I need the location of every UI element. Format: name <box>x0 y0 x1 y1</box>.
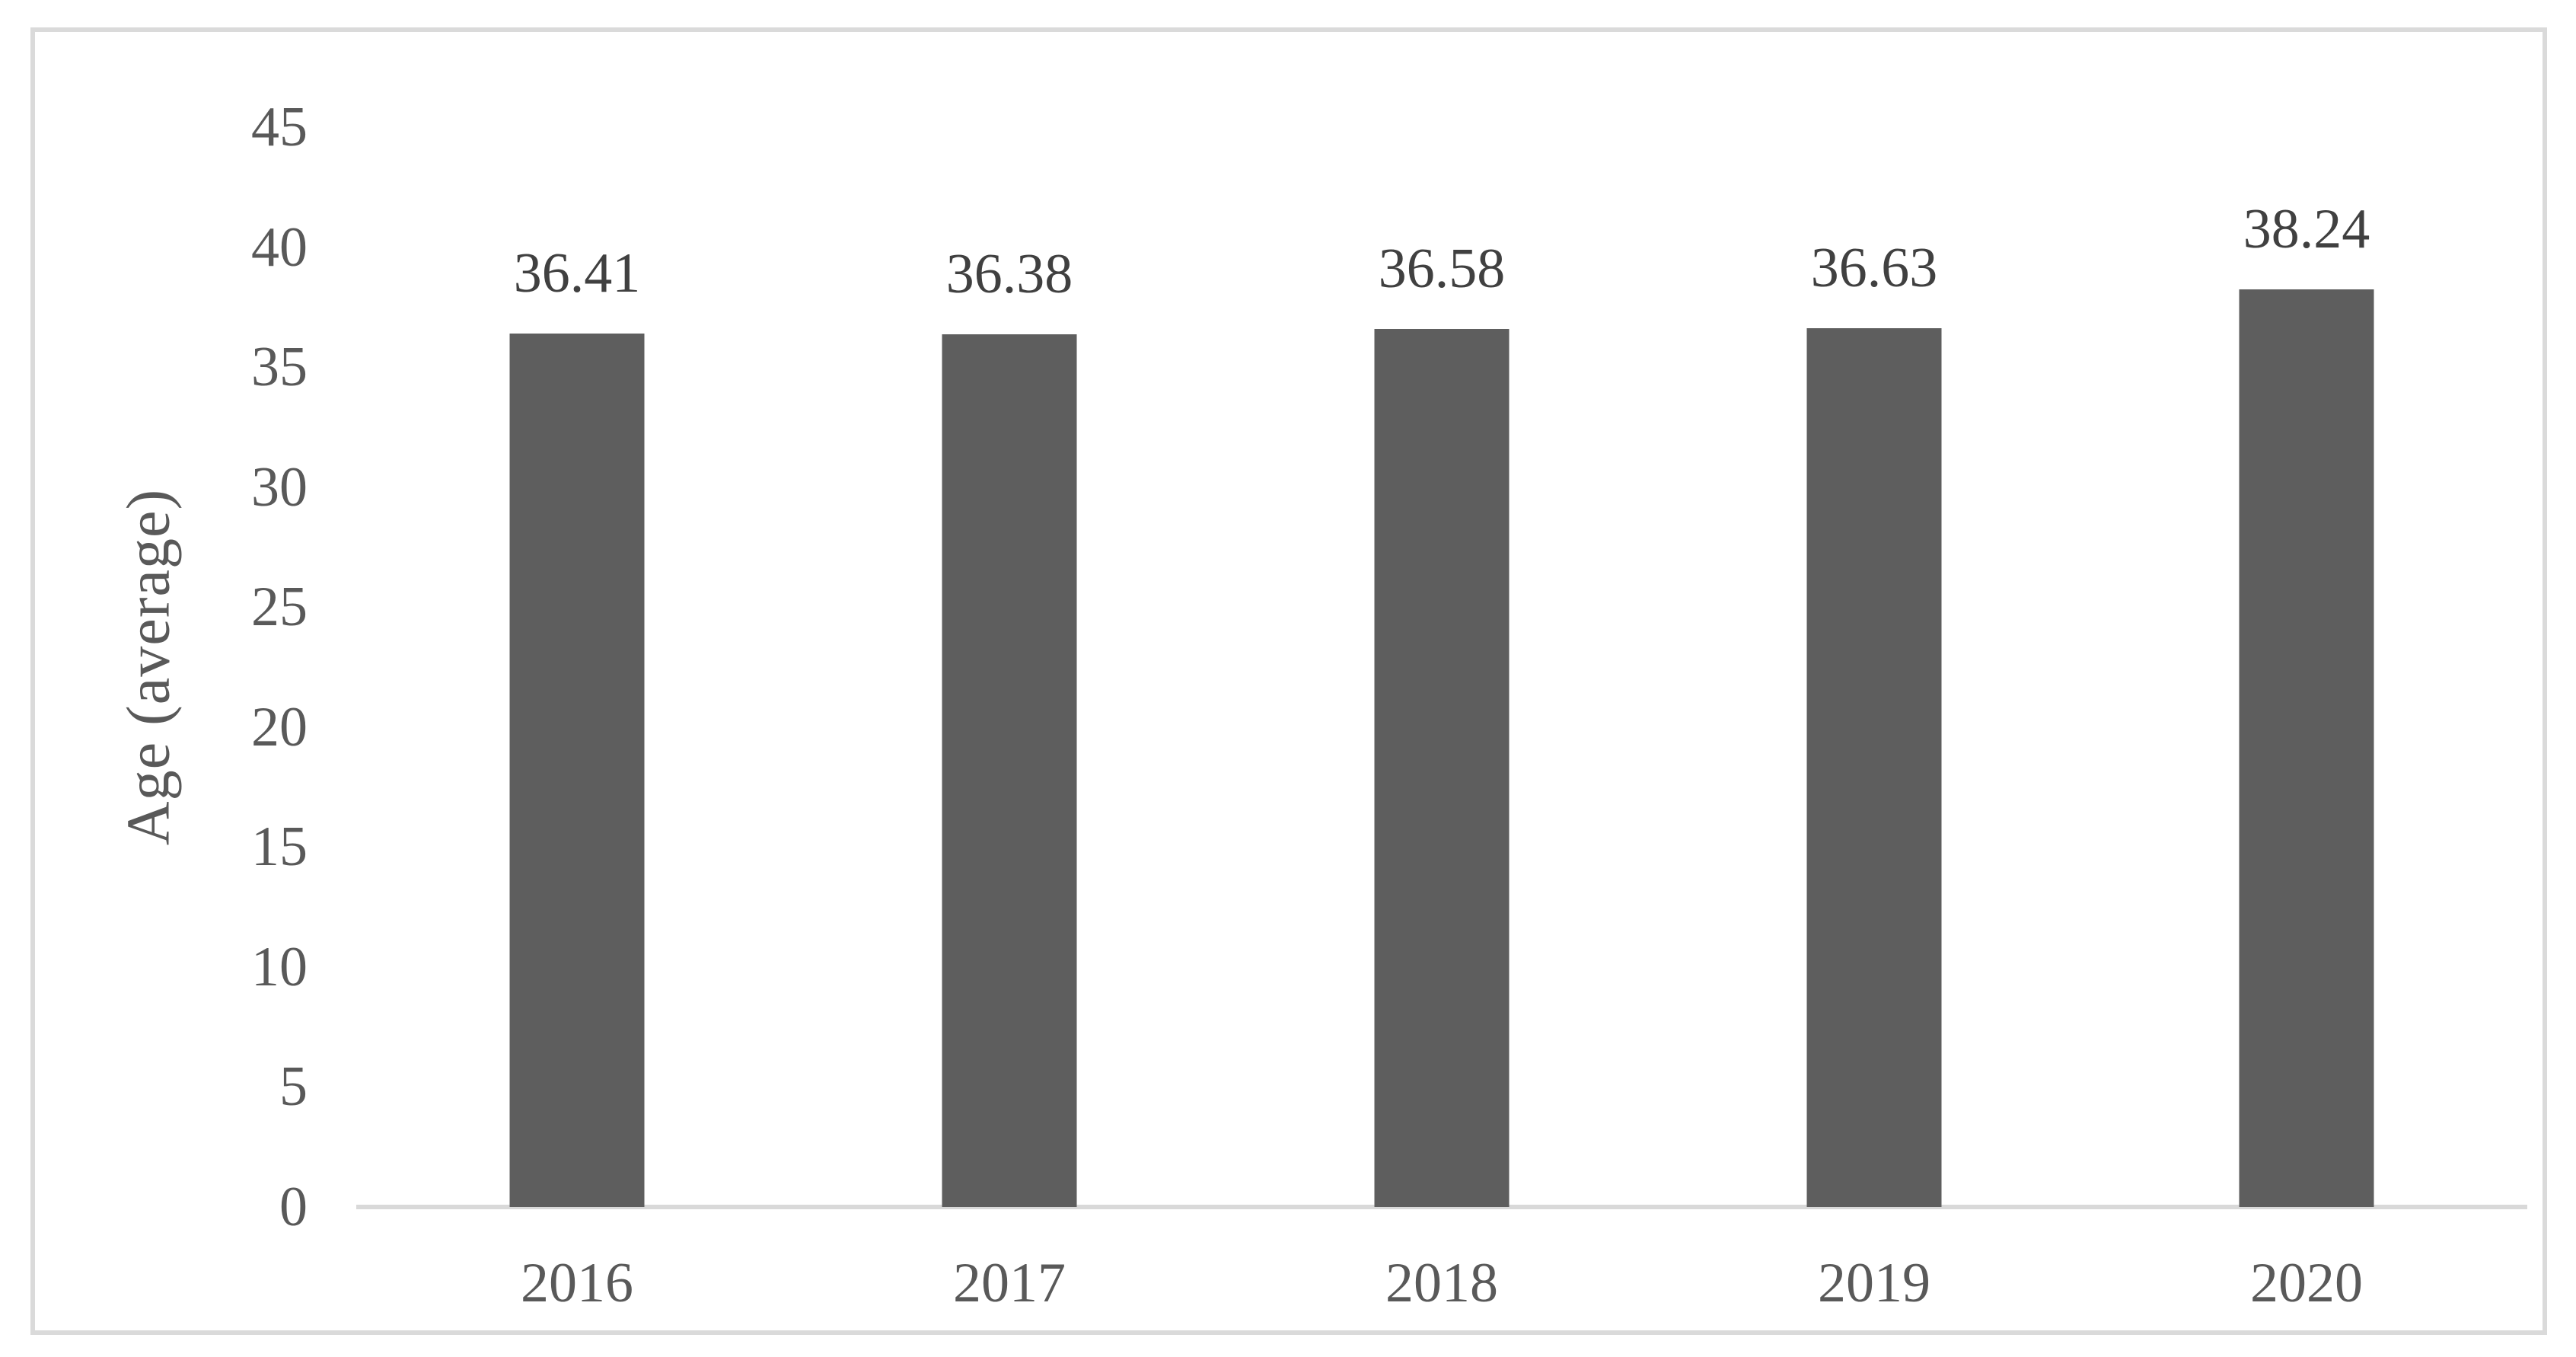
x-tick-label-2016: 2016 <box>521 1252 633 1314</box>
x-tick-label-2019: 2019 <box>1818 1252 1930 1314</box>
bar-2018 <box>1374 329 1510 1207</box>
x-tick-label-2020: 2020 <box>2250 1252 2363 1314</box>
bar-slot: 36.38 <box>793 127 1226 1207</box>
bar-value-label: 36.41 <box>513 241 641 305</box>
plot-area: 36.41 36.38 36.58 36.63 38.24 <box>356 127 2527 1209</box>
y-tick-label: 0 <box>279 1176 308 1238</box>
y-tick-label: 35 <box>251 336 308 399</box>
y-tick-label: 5 <box>279 1055 308 1119</box>
y-tick-label: 20 <box>251 695 308 758</box>
y-tick-label: 10 <box>251 935 308 998</box>
bar-slot: 38.24 <box>2090 127 2523 1207</box>
bar-2017 <box>942 334 1077 1207</box>
bar-slot: 36.41 <box>361 127 793 1207</box>
bar-2016 <box>509 333 645 1207</box>
bar-value-label: 36.58 <box>1378 238 1506 301</box>
x-tick-label-2018: 2018 <box>1385 1252 1498 1314</box>
x-axis-tick-labels: 2016 2017 2018 2019 2020 <box>361 1252 2523 1336</box>
y-axis-tick-labels: 0 5 10 15 20 25 30 35 40 45 <box>35 99 308 1235</box>
chart-frame: Age (average) 0 5 10 15 20 25 30 35 40 45 36.41 36… <box>30 27 2547 1335</box>
y-tick-label: 15 <box>251 816 308 879</box>
bar-value-label: 38.24 <box>2243 198 2370 261</box>
y-tick-label: 30 <box>251 455 308 519</box>
x-axis-line <box>356 1205 2527 1209</box>
bar-2019 <box>1806 327 1942 1207</box>
y-tick-label: 25 <box>251 576 308 639</box>
y-tick-label: 45 <box>251 96 308 158</box>
x-tick-label-2017: 2017 <box>953 1252 1066 1314</box>
bar-slot: 36.58 <box>1226 127 1658 1207</box>
bar-2020 <box>2239 289 2374 1207</box>
bar-slot: 36.63 <box>1658 127 2090 1207</box>
bar-value-label: 36.38 <box>945 242 1073 305</box>
y-tick-label: 40 <box>251 216 308 279</box>
bar-value-label: 36.63 <box>1810 236 1938 299</box>
